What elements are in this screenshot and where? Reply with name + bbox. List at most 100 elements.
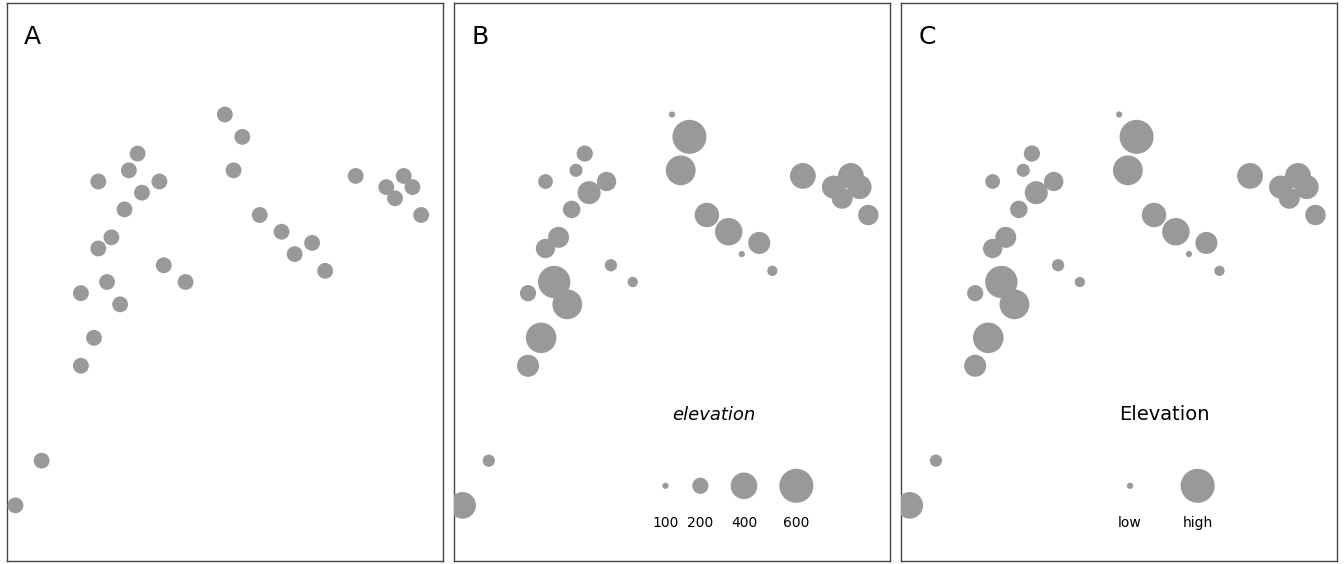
Point [832, 194, 853, 203]
Point [689, 481, 711, 490]
Point [114, 205, 136, 214]
Text: 600: 600 [784, 517, 809, 531]
Point [1144, 210, 1165, 219]
Point [517, 362, 539, 371]
Point [101, 233, 122, 242]
Text: 100: 100 [652, 517, 679, 531]
Point [1117, 166, 1138, 175]
Point [655, 481, 676, 490]
Point [965, 362, 986, 371]
Point [718, 227, 739, 236]
Point [823, 183, 844, 192]
Point [669, 166, 691, 175]
Point [1126, 133, 1148, 142]
Text: elevation: elevation [672, 407, 755, 424]
Point [231, 133, 253, 142]
Point [392, 171, 414, 180]
Point [548, 233, 570, 242]
Point [87, 177, 109, 186]
Point [1296, 183, 1317, 192]
Point [601, 261, 622, 270]
Point [375, 183, 396, 192]
Point [840, 171, 862, 180]
Point [696, 210, 718, 219]
Point [214, 110, 235, 119]
Point [1109, 110, 1130, 119]
Point [1270, 183, 1292, 192]
Point [1047, 261, 1068, 270]
Point [991, 277, 1012, 287]
Point [749, 239, 770, 248]
Point [531, 333, 552, 342]
Point [1239, 171, 1261, 180]
Point [556, 300, 578, 309]
Point [762, 266, 784, 275]
Point [982, 244, 1004, 253]
Point [452, 501, 473, 510]
Point [478, 456, 500, 465]
Point [314, 266, 336, 275]
Point [982, 177, 1004, 186]
Point [792, 171, 813, 180]
Point [1008, 205, 1030, 214]
Point [995, 233, 1016, 242]
Point [1165, 227, 1187, 236]
Point [410, 210, 431, 219]
Point [734, 481, 755, 490]
Point [97, 277, 118, 287]
Point [132, 188, 153, 197]
Point [87, 244, 109, 253]
Point [1068, 277, 1090, 287]
Point [857, 210, 879, 219]
Point [384, 194, 406, 203]
Point [1043, 177, 1064, 186]
Point [109, 300, 130, 309]
Point [284, 250, 305, 259]
Point [1196, 239, 1218, 248]
Point [1021, 149, 1043, 158]
Text: Elevation: Elevation [1120, 406, 1210, 424]
Point [517, 289, 539, 298]
Point [149, 177, 171, 186]
Point [126, 149, 148, 158]
Point [153, 261, 175, 270]
Point [31, 456, 52, 465]
Point [566, 166, 587, 175]
Point [1012, 166, 1034, 175]
Point [574, 149, 595, 158]
Point [965, 289, 986, 298]
Point [560, 205, 582, 214]
Point [1120, 481, 1141, 490]
Point [175, 277, 196, 287]
Point [1179, 250, 1200, 259]
Point [301, 239, 323, 248]
Text: A: A [24, 25, 42, 49]
Point [1278, 194, 1300, 203]
Text: C: C [918, 25, 935, 49]
Point [1187, 481, 1208, 490]
Point [731, 250, 753, 259]
Text: low: low [1118, 517, 1142, 531]
Point [270, 227, 292, 236]
Text: 400: 400 [731, 517, 757, 531]
Point [786, 481, 808, 490]
Point [661, 110, 683, 119]
Point [223, 166, 245, 175]
Point [83, 333, 105, 342]
Point [849, 183, 871, 192]
Point [345, 171, 367, 180]
Point [118, 166, 140, 175]
Point [578, 188, 599, 197]
Point [543, 277, 564, 287]
Point [595, 177, 617, 186]
Point [4, 501, 26, 510]
Point [1004, 300, 1025, 309]
Point [679, 133, 700, 142]
Text: B: B [472, 25, 489, 49]
Point [1025, 188, 1047, 197]
Point [977, 333, 999, 342]
Point [535, 244, 556, 253]
Point [925, 456, 946, 465]
Point [535, 177, 556, 186]
Text: 200: 200 [687, 517, 714, 531]
